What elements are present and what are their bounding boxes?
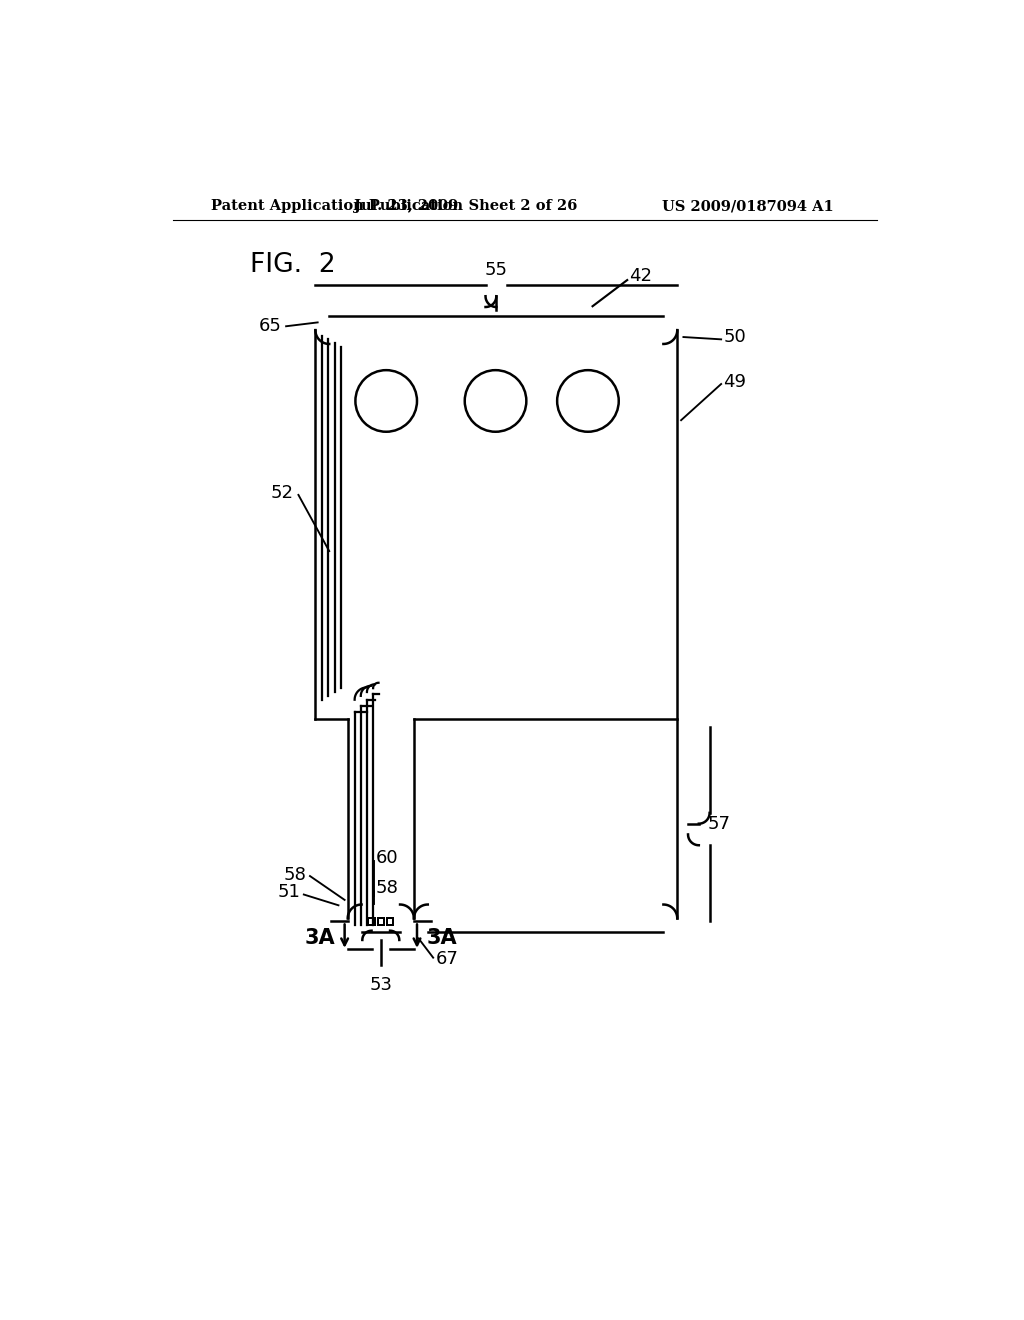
Text: 42: 42 bbox=[630, 267, 652, 285]
Text: 57: 57 bbox=[708, 814, 731, 833]
Text: 58: 58 bbox=[284, 866, 306, 883]
Text: Jul. 23, 2009  Sheet 2 of 26: Jul. 23, 2009 Sheet 2 of 26 bbox=[354, 199, 578, 213]
Text: 65: 65 bbox=[259, 317, 282, 335]
Bar bbox=[378, 919, 384, 925]
Text: 50: 50 bbox=[724, 329, 746, 346]
Text: 67: 67 bbox=[435, 950, 459, 968]
Text: 55: 55 bbox=[484, 261, 508, 279]
Text: 60: 60 bbox=[376, 849, 398, 866]
Text: FIG.  2: FIG. 2 bbox=[250, 252, 336, 277]
Text: 49: 49 bbox=[724, 372, 746, 391]
Text: US 2009/0187094 A1: US 2009/0187094 A1 bbox=[662, 199, 834, 213]
Text: 52: 52 bbox=[270, 484, 294, 503]
Bar bbox=[369, 919, 375, 925]
Text: 53: 53 bbox=[370, 977, 392, 994]
Text: 51: 51 bbox=[278, 883, 300, 902]
Text: 3A: 3A bbox=[305, 928, 335, 948]
Bar bbox=[387, 919, 393, 925]
Text: 3A: 3A bbox=[426, 928, 457, 948]
Text: Patent Application Publication: Patent Application Publication bbox=[211, 199, 464, 213]
Text: 58: 58 bbox=[376, 879, 398, 898]
